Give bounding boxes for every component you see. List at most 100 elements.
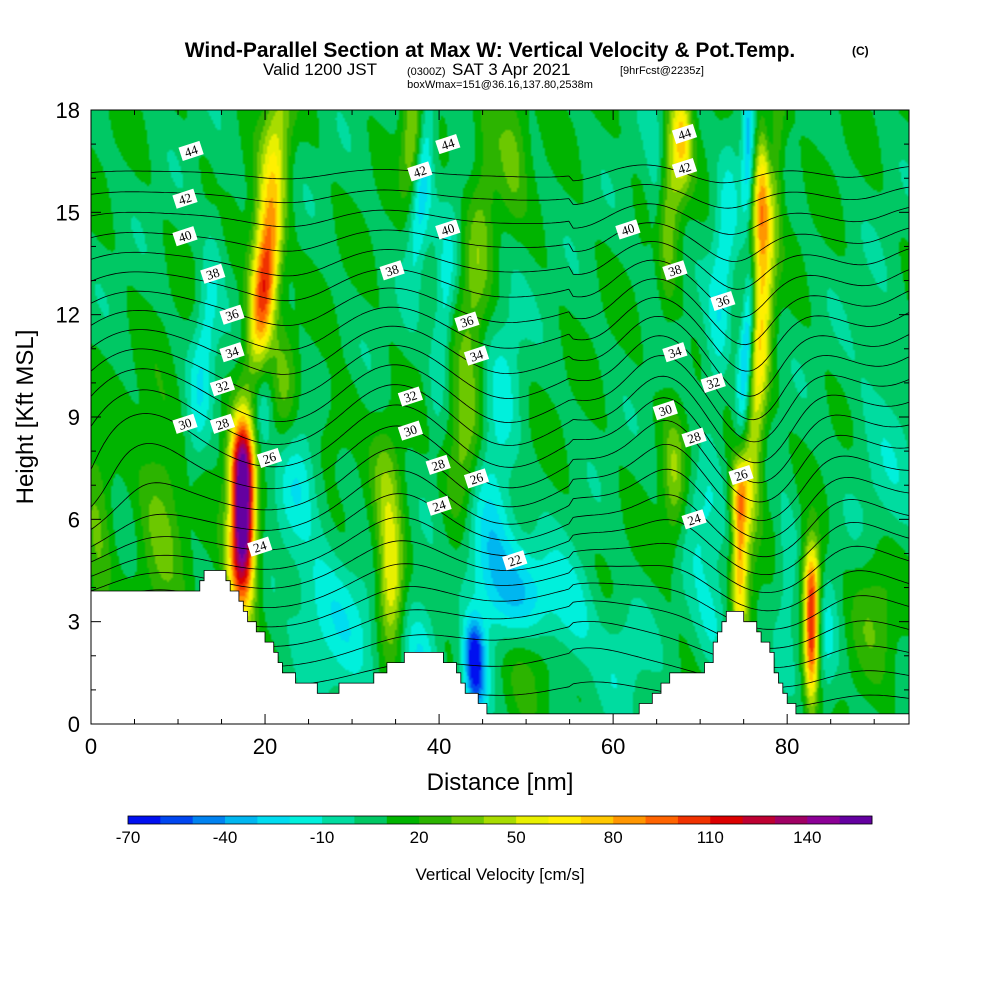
contour-label-bg: [652, 400, 678, 421]
contour-label-text: 30: [177, 415, 194, 433]
contour-label: 30: [397, 420, 424, 441]
contour-label: 40: [172, 226, 198, 247]
theta-contour-45: [91, 164, 909, 184]
valid-time-line: Valid 1200 JST (0300Z) SAT 3 Apr 2021 [9…: [263, 60, 704, 79]
contour-label: 24: [426, 495, 452, 516]
theta-contour-35: [91, 355, 909, 443]
contour-label: 38: [200, 263, 226, 284]
colorbar-swatch: [419, 816, 452, 824]
contour-label: 26: [256, 447, 283, 468]
contour-label-text: 36: [714, 292, 731, 310]
contour-label-bg: [710, 290, 736, 312]
chart-title-tag: (C): [852, 44, 869, 58]
theta-contour-33: [91, 397, 909, 484]
contour-label-bg: [397, 420, 424, 441]
contour-label-text: 36: [224, 305, 241, 323]
theta-contour-44: [91, 184, 909, 209]
contour-label-text: 42: [411, 162, 428, 180]
y-tick-label: 6: [68, 507, 80, 532]
theta-contour-43: [91, 203, 909, 235]
contour-label-bg: [502, 550, 528, 571]
colorbar-swatch: [516, 816, 549, 824]
theta-contour-27: [91, 540, 909, 593]
contour-label-bg: [407, 161, 433, 182]
y-axis-label: Height [Kft MSL]: [12, 330, 39, 505]
contour-label-bg: [256, 447, 283, 468]
contour-label-bg: [728, 464, 754, 486]
contour-label: 26: [463, 468, 490, 489]
theta-contour-38: [91, 297, 909, 372]
contour-label-bg: [681, 427, 707, 448]
contour-label-bg: [463, 468, 490, 489]
colorbar-swatch: [289, 816, 323, 824]
contour-label-bg: [681, 509, 707, 530]
contour-label: 34: [219, 342, 245, 363]
contour-label-bg: [219, 304, 245, 325]
contour-label-text: 40: [619, 220, 636, 238]
contour-label-text: 32: [214, 377, 231, 395]
colorbar-swatch: [742, 816, 776, 824]
contour-label-bg: [435, 134, 461, 155]
contour-label-bg: [435, 219, 461, 240]
colorbar-swatch: [386, 816, 420, 824]
contour-label-bg: [172, 188, 198, 209]
contour-label-text: 40: [177, 227, 194, 245]
contour-label: 28: [681, 427, 707, 448]
contour-label: 32: [209, 376, 236, 397]
contour-label-text: 34: [224, 343, 241, 361]
colorbar-tick-label: -10: [310, 828, 335, 847]
colorbar-tick-label: -40: [213, 828, 238, 847]
colorbar-swatch: [483, 816, 517, 824]
contour-label-bg: [219, 342, 245, 363]
contour-label: 42: [671, 157, 698, 179]
contour-label-bg: [615, 219, 641, 240]
y-tick-label: 18: [56, 98, 80, 123]
contour-label-text: 24: [251, 537, 268, 555]
contour-label-text: 36: [458, 312, 475, 330]
colorbar-swatch: [128, 816, 161, 824]
y-tick-label: 15: [56, 200, 80, 225]
colorbar-label: Vertical Velocity [cm/s]: [415, 865, 584, 884]
contour-label-bg: [454, 311, 480, 332]
theta-contour-32: [91, 420, 909, 508]
contour-label: 22: [502, 550, 528, 571]
contour-label-text: 42: [676, 159, 693, 177]
contour-label: 44: [671, 123, 698, 144]
theta-contour-36: [91, 335, 909, 421]
contour-label-text: 28: [214, 415, 231, 433]
contour-label: 36: [710, 290, 736, 312]
contour-label-text: 28: [430, 456, 447, 474]
x-axis: 0 20 40 60 80: [85, 110, 875, 759]
contour-label: 30: [652, 400, 678, 421]
contour-label: 26: [728, 464, 754, 486]
colorbar-swatch: [548, 816, 582, 824]
valid-date-text: SAT 3 Apr 2021: [452, 60, 570, 79]
colorbar-swatch: [225, 816, 258, 824]
x-tick-label: 80: [775, 734, 799, 759]
contour-label-bg: [209, 376, 236, 397]
contour-label-text: 32: [705, 374, 722, 392]
colorbar-swatch: [580, 816, 614, 824]
contour-label-text: 34: [468, 346, 485, 364]
contour-label-bg: [178, 140, 204, 161]
box-info-text: boxWmax=151@36.16,137.80,2538m: [407, 79, 593, 91]
colorbar-swatch: [192, 816, 226, 824]
contour-label-text: 28: [686, 428, 703, 446]
contour-label-text: 40: [439, 220, 456, 238]
contour-label-bg: [463, 345, 490, 366]
contour-label: 40: [615, 219, 641, 240]
x-axis-label: Distance [nm]: [427, 769, 574, 796]
theta-contour-30: [91, 468, 909, 548]
contour-label-text: 22: [506, 551, 523, 569]
colorbar-swatch: [774, 816, 808, 824]
contour-label-bg: [425, 454, 451, 475]
contour-label-text: 26: [261, 449, 278, 467]
colorbar-swatch: [613, 816, 646, 824]
contour-label-text: 38: [204, 265, 221, 283]
contour-label-bg: [662, 260, 688, 281]
colorbar-frame: [127, 815, 873, 825]
contour-label-bg: [247, 536, 273, 557]
contour-label: 32: [397, 386, 424, 407]
forecast-text: [9hrFcst@2235z]: [620, 65, 704, 77]
